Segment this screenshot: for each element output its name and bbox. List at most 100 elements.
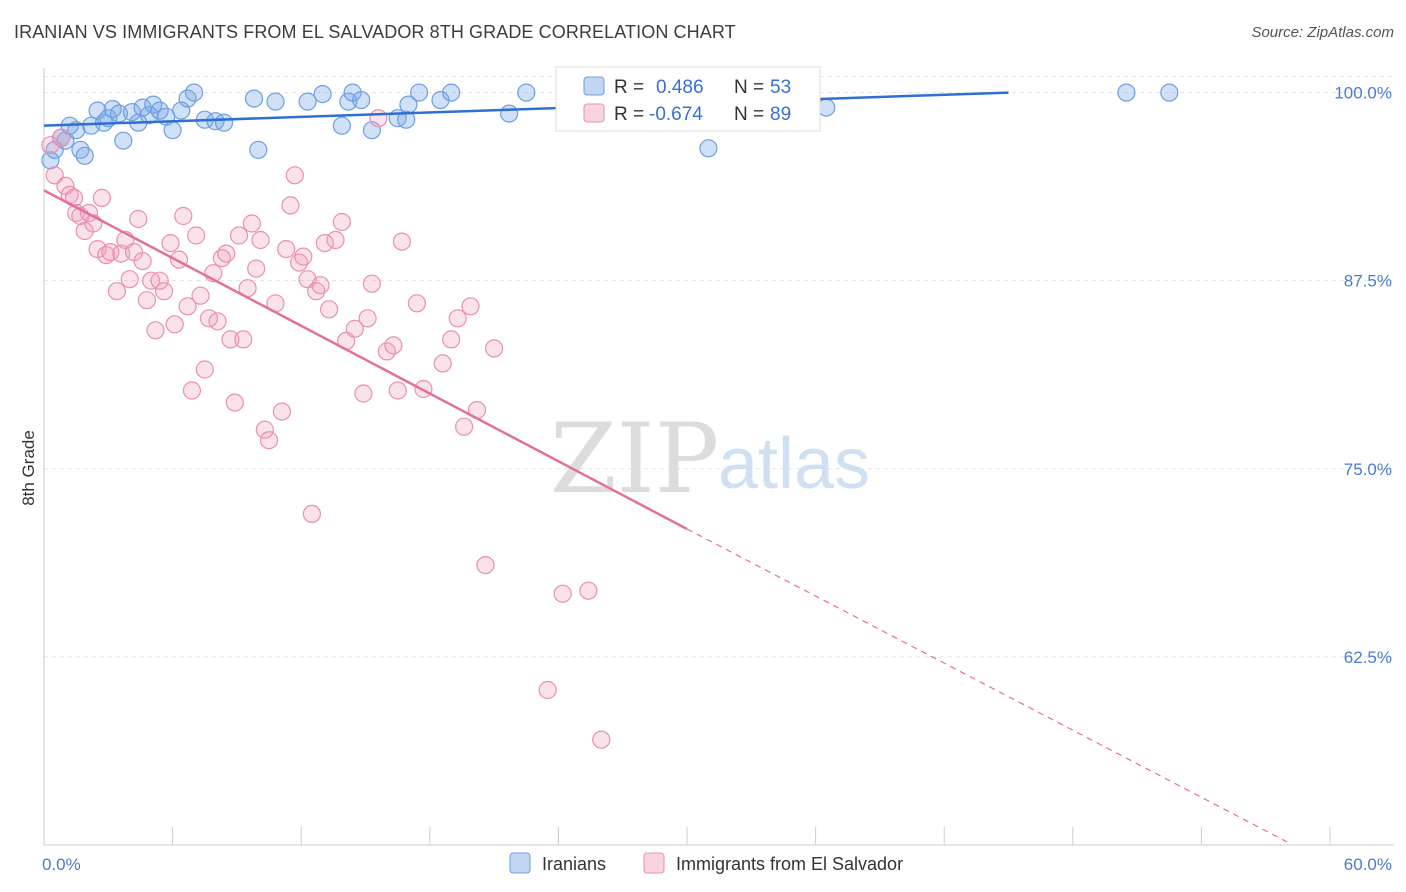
legend-r-value-1: 0.486 (656, 77, 704, 98)
iranians-point (114, 131, 133, 150)
el-salvador-point (358, 309, 377, 328)
el-salvador-point (247, 259, 266, 278)
el-salvador-point (191, 286, 210, 305)
el-salvador-point (579, 581, 598, 600)
series-legend-swatch-el-salvador (643, 852, 665, 874)
watermark-atlas: atlas (718, 424, 870, 504)
iranians-point (397, 110, 416, 129)
el-salvador-point (392, 232, 411, 251)
el-salvador-point (217, 244, 236, 263)
iranians-point (1160, 83, 1179, 102)
iranians-point (352, 90, 371, 110)
el-salvador-point (41, 136, 60, 155)
el-salvador-point (242, 214, 261, 233)
iranians-point (163, 121, 182, 140)
series-legend: Iranians Immigrants from El Salvador (509, 852, 903, 874)
el-salvador-point (354, 384, 373, 403)
iranians-point (699, 139, 718, 158)
y-tick-label: 62.5% (1344, 648, 1392, 667)
legend-swatch-blue (583, 76, 605, 96)
x-tick-max: 60.0% (1344, 855, 1392, 874)
legend-r-value-2: -0.674 (649, 104, 703, 125)
legend-n-value-1: 53 (770, 77, 791, 98)
trend-lines (43, 91, 1288, 843)
el-salvador-point (294, 247, 313, 266)
iranians-point (184, 83, 204, 102)
el-salvador-point (315, 234, 334, 253)
el-salvador-point (154, 282, 174, 301)
iranians-point (500, 104, 519, 123)
el-salvador-point (448, 309, 467, 328)
iranians-point (75, 146, 94, 165)
el-salvador-point (146, 321, 165, 340)
iranians-point (298, 92, 317, 111)
legend-r-label-1: R = (614, 77, 644, 98)
el-salvador-point (553, 584, 572, 603)
el-salvador-point (302, 504, 321, 524)
el-salvador-point (281, 196, 300, 215)
legend-n-label-2: N = (734, 104, 764, 125)
stats-legend: R = 0.486 N = 53 R = -0.674 N = 89 (555, 66, 821, 132)
y-tick-label: 87.5% (1344, 272, 1392, 291)
series-legend-label-el-salvador: Immigrants from El Salvador (676, 854, 903, 874)
el-salvador-point (455, 417, 474, 436)
el-salvador-point (251, 230, 270, 250)
el-salvador-point (225, 393, 244, 412)
el-salvador-point (208, 312, 227, 331)
legend-swatch-pink (583, 103, 605, 123)
iranians-point (431, 90, 450, 110)
iranians-point (244, 89, 264, 108)
el-salvador-point (221, 330, 240, 349)
chart-source: Source: ZipAtlas.com (1251, 24, 1394, 41)
el-salvador-point (407, 294, 426, 313)
iranians-point (517, 83, 536, 102)
axes (43, 68, 1394, 846)
el-salvador-point (384, 336, 403, 355)
el-salvador-point (311, 276, 330, 295)
el-salvador-point (272, 402, 291, 421)
x-tick-labels: 0.0% 60.0% (42, 855, 1392, 874)
el-salvador-point (255, 420, 274, 439)
x-tick-min: 0.0% (42, 855, 81, 874)
series-legend-swatch-iranians (509, 852, 531, 874)
y-tick-label: 75.0% (1344, 460, 1392, 479)
el-salvador-point (107, 282, 127, 301)
el-salvador-point (165, 315, 184, 334)
legend-r-label-2: R = (614, 104, 644, 125)
el-salvador-point (129, 209, 148, 229)
el-salvador-point (461, 297, 480, 316)
iranians-point (410, 83, 429, 102)
el-salvador-point (442, 330, 461, 349)
grid-lines (44, 76, 1394, 658)
iranians-point (313, 84, 332, 104)
watermark: ZIP atlas (550, 403, 870, 515)
el-salvador-point (174, 206, 193, 226)
el-salvador-point (178, 297, 197, 316)
el-salvador-point (133, 252, 152, 271)
iranians-point (332, 116, 351, 135)
el-salvador-point (345, 319, 364, 338)
legend-n-label-1: N = (734, 77, 764, 98)
el-salvador-point (161, 234, 180, 253)
el-salvador-point (538, 680, 557, 700)
el-salvador-point (362, 274, 381, 293)
iranians-point (442, 83, 461, 102)
el-salvador-point (285, 166, 304, 185)
legend-n-value-2: 89 (770, 104, 791, 125)
stats-legend-box (555, 66, 821, 132)
chart-title: IRANIAN VS IMMIGRANTS FROM EL SALVADOR 8… (14, 22, 736, 42)
y-tick-labels: 100.0% 87.5% 75.0% 62.5% (1334, 84, 1392, 667)
y-tick-label: 100.0% (1334, 84, 1392, 103)
iranians-point (122, 102, 141, 122)
iranians-point (133, 98, 152, 117)
el-salvador-point (433, 354, 452, 373)
el-salvador-trend-line (43, 189, 688, 531)
iranians-point (266, 92, 285, 111)
el-salvador-point (137, 291, 156, 310)
el-salvador-point (259, 431, 279, 450)
el-salvador-point (182, 381, 201, 400)
iranians-point (41, 151, 60, 170)
el-salvador-point (195, 360, 214, 379)
el-salvador-point (229, 226, 249, 245)
